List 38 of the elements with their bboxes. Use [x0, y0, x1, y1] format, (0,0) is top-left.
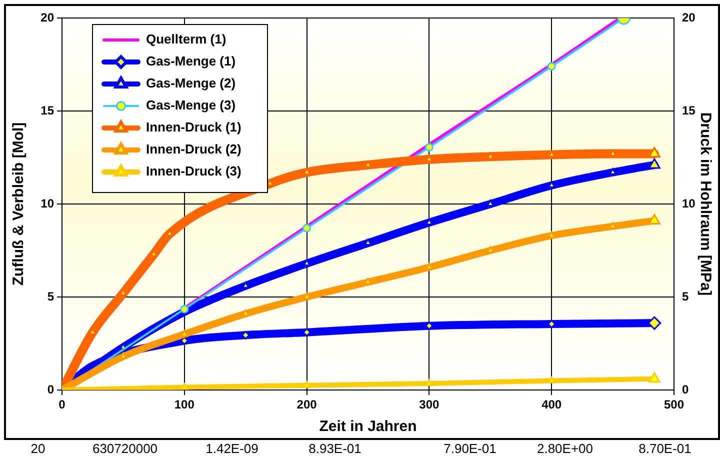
y2-tick-label: 0 [682, 382, 689, 396]
x-tick-label: 200 [296, 398, 318, 412]
text: 8.93E-01 [308, 441, 362, 456]
legend-label: Innen-Druck (1) [146, 120, 242, 135]
point [302, 224, 312, 232]
x-tick-label: 500 [664, 398, 684, 412]
legend-label: Gas-Menge (3) [146, 98, 236, 113]
legend-label: Gas-Menge (2) [146, 76, 236, 91]
y2-axis-title: Druck im Hohlraum [MPa] [696, 112, 714, 296]
y-tick-label: 5 [47, 289, 54, 304]
x-tick-label: 300 [419, 398, 440, 412]
y2-tick-label: 5 [682, 289, 689, 304]
legend-label: Gas-Menge (1) [146, 54, 236, 69]
y-tick-label: 10 [40, 196, 54, 210]
text: 7.90E-01 [444, 441, 496, 456]
x-tick-label: 0 [58, 398, 66, 412]
legend-label: Innen-Druck (3) [146, 164, 242, 179]
x-axis-title: Zeit in Jahren [319, 418, 417, 436]
y-tick-label: 0 [47, 382, 54, 396]
point [424, 143, 434, 152]
y-tick-label: 20 [40, 10, 54, 24]
point [180, 382, 188, 390]
x-tick-label: 400 [542, 398, 562, 412]
point [548, 376, 556, 384]
y2-tick-label: 10 [682, 196, 696, 210]
y-tick-label: 15 [40, 103, 54, 118]
text: 630720000 [92, 441, 158, 456]
point [303, 381, 311, 388]
point [547, 62, 556, 71]
text: 2.80E+00 [536, 441, 594, 456]
y-axis-title: Zufluß & Verbleib [Mol] [10, 122, 28, 286]
legend-label: Innen-Druck (2) [146, 142, 242, 157]
y2-tick-label: 20 [682, 10, 696, 24]
text: 8.70E-01 [638, 441, 692, 456]
text: 1.42E-09 [206, 441, 258, 456]
legend-label: Quellterm (1) [146, 32, 226, 47]
y2-tick-label: 15 [682, 103, 696, 118]
x-tick-label: 100 [174, 398, 195, 412]
